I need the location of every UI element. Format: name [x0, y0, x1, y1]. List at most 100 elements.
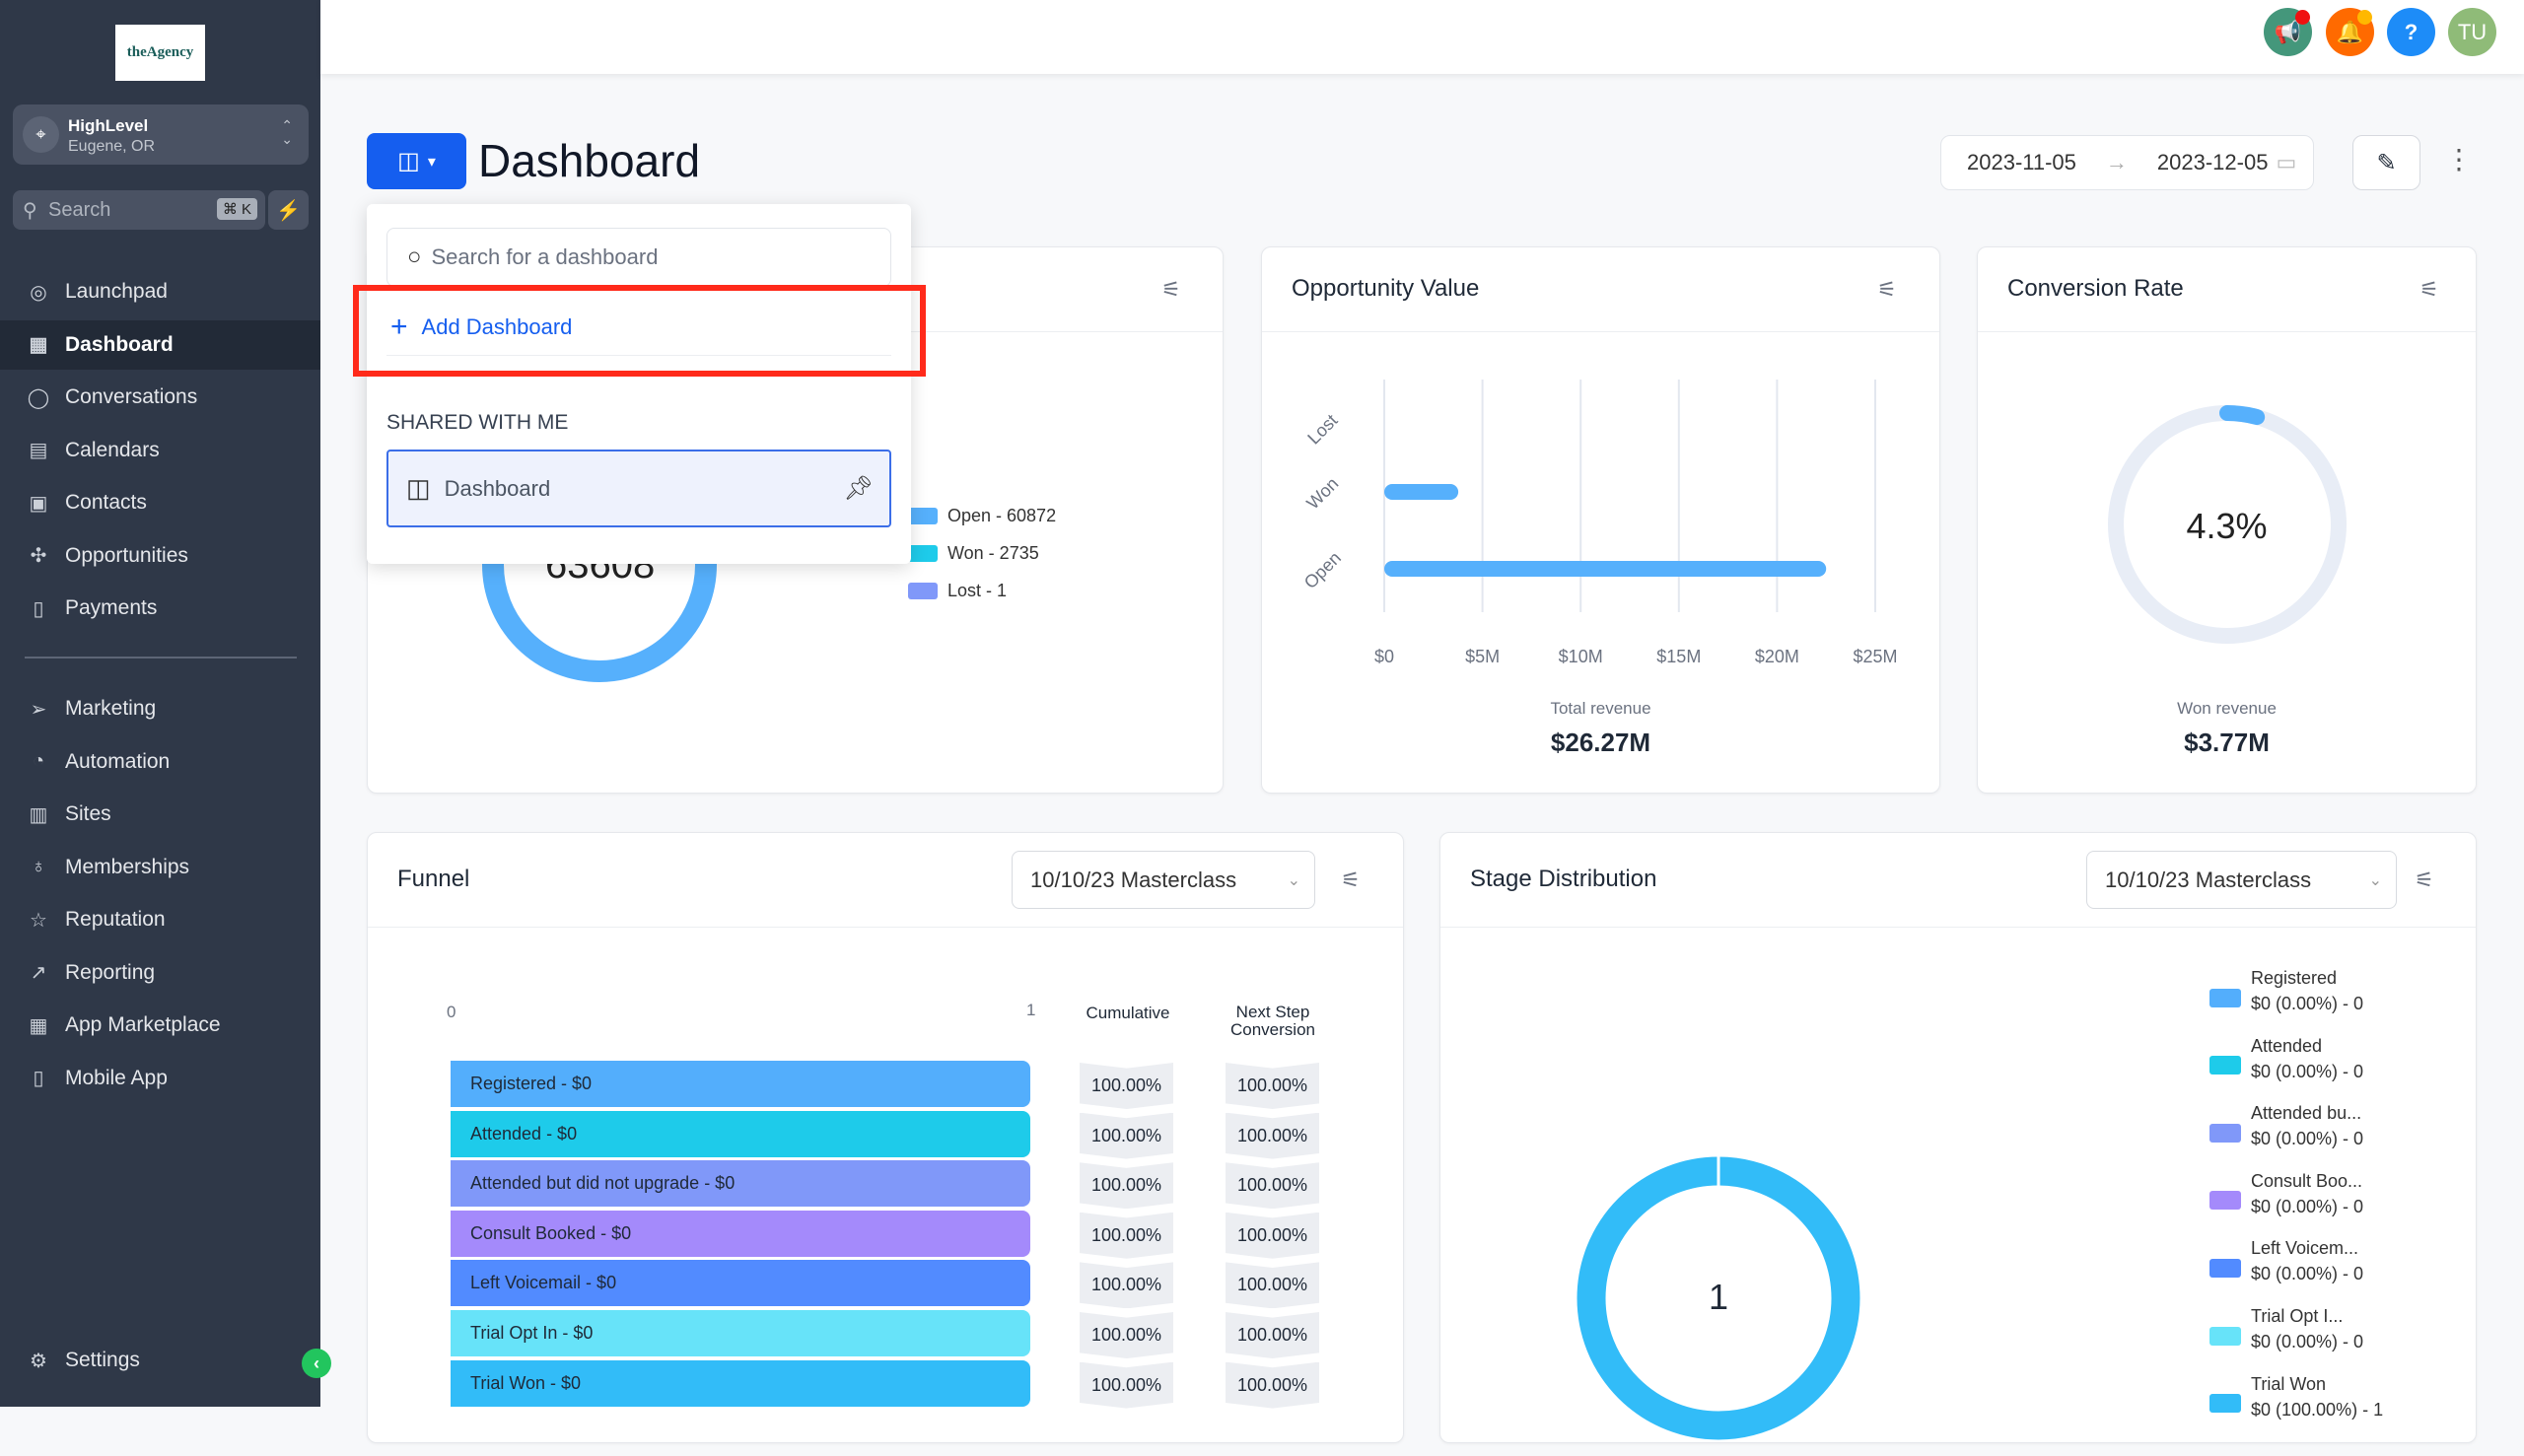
- sidebar-item-reporting[interactable]: ↗ Reporting: [0, 948, 320, 998]
- funnel-bar[interactable]: Attended - $0: [451, 1110, 1030, 1157]
- bell-icon[interactable]: 🔔: [2326, 8, 2374, 56]
- sidebar-item-label: App Marketplace: [65, 1013, 221, 1036]
- add-dashboard-button[interactable]: + Add Dashboard: [386, 303, 891, 352]
- sidebar-item-launchpad[interactable]: ◎ Launchpad: [0, 267, 320, 316]
- legend-swatch: [908, 545, 938, 562]
- sidebar-divider: [25, 657, 297, 659]
- filter-icon[interactable]: ⚟: [1161, 277, 1181, 302]
- sidebar-item-marketing[interactable]: ➢ Marketing: [0, 684, 320, 733]
- location-city: Eugene, OR: [68, 138, 156, 155]
- layout-icon: ◫: [397, 148, 420, 174]
- legend-swatch: [2209, 1326, 2241, 1346]
- avatar[interactable]: TU: [2448, 8, 2496, 56]
- legend: Open - 60872 Won - 2735 Lost - 1: [908, 506, 1056, 601]
- funnel-bar[interactable]: Left Voicemail - $0: [451, 1260, 1030, 1307]
- legend-swatch: [2209, 1123, 2241, 1143]
- filter-icon[interactable]: ⚟: [2415, 867, 2434, 892]
- funnel-bar-label: Left Voicemail - $0: [470, 1273, 617, 1293]
- sidebar-item-label: Settings: [65, 1349, 140, 1371]
- legend-name: Left Voicem...: [2251, 1238, 2359, 1259]
- funnel-select[interactable]: 10/10/23 Masterclass ⌄: [1012, 851, 1315, 909]
- star-icon: ☆: [30, 909, 47, 932]
- funnel-cumulative-value: 100.00%: [1080, 1162, 1173, 1210]
- highlight-annotation: [353, 285, 926, 377]
- pin-icon[interactable]: 📌︎: [843, 475, 874, 502]
- legend-name: Consult Boo...: [2251, 1170, 2363, 1191]
- sidebar-item-reputation[interactable]: ☆ Reputation: [0, 895, 320, 944]
- collapse-sidebar-button[interactable]: ‹: [302, 1349, 331, 1378]
- filter-icon[interactable]: ⚟: [1877, 277, 1897, 302]
- chat-icon: ◯: [27, 386, 50, 409]
- sidebar-item-settings[interactable]: ⚙ Settings: [0, 1336, 320, 1385]
- filter-icon[interactable]: ⚟: [1341, 867, 1361, 892]
- bar-open: [1384, 561, 1827, 577]
- sidebar-item-payments[interactable]: ▯ Payments: [0, 584, 320, 633]
- funnel-cumulative-value: 100.00%: [1080, 1212, 1173, 1259]
- sidebar-item-calendars[interactable]: ▤ Calendars: [0, 426, 320, 475]
- send-icon: ➢: [30, 698, 47, 721]
- sidebar-search[interactable]: ⚲ Search ⌘ K: [13, 190, 265, 230]
- dashboard-switcher-button[interactable]: ◫ ▾: [367, 133, 466, 189]
- conversion-donut: [2108, 405, 2347, 644]
- funnel-bar[interactable]: Consult Booked - $0: [451, 1210, 1030, 1257]
- sidebar-item-label: Payments: [65, 596, 158, 619]
- y-tick-label: Open: [1300, 548, 1345, 592]
- funnel-bar-label: Attended but did not upgrade - $0: [470, 1173, 736, 1194]
- logo-text: theAgency: [126, 44, 194, 60]
- date-range-picker[interactable]: 2023-11-05 → 2023-12-05 ▭: [1940, 135, 2314, 190]
- sidebar-item-memberships[interactable]: ♁ Memberships: [0, 843, 320, 892]
- dashboard-icon: ▦: [29, 334, 48, 356]
- dashboard-list-item[interactable]: ◫ Dashboard 📌︎: [386, 450, 891, 527]
- search-placeholder: Search: [48, 199, 111, 221]
- sidebar-item-conversations[interactable]: ◯ Conversations: [0, 373, 320, 422]
- card-title: Opportunity Value: [1292, 275, 1480, 302]
- sidebar-item-mobile-app[interactable]: ▯ Mobile App: [0, 1054, 320, 1103]
- legend-swatch: [2209, 1258, 2241, 1278]
- funnel-bar[interactable]: Registered - $0: [451, 1061, 1030, 1107]
- more-options-icon[interactable]: ⋮: [2445, 144, 2473, 174]
- arrow-right-icon: →: [2105, 150, 2128, 174]
- legend-name: Registered: [2251, 968, 2338, 988]
- sidebar-item-dashboard[interactable]: ▦ Dashboard: [0, 319, 320, 370]
- legend-value: $0 (0.00%) - 0: [2251, 1264, 2364, 1284]
- legend-swatch: [2209, 1394, 2241, 1414]
- sidebar-item-contacts[interactable]: ▣ Contacts: [0, 478, 320, 527]
- sidebar-item-label: Marketing: [65, 697, 157, 720]
- dashboard-search-input[interactable]: ○ Search for a dashboard: [386, 228, 891, 287]
- funnel-bar[interactable]: Attended but did not upgrade - $0: [451, 1160, 1030, 1208]
- legend-swatch: [908, 508, 938, 524]
- legend-item: Attended $0 (0.00%) - 0: [2209, 1033, 2466, 1084]
- sidebar-item-app-marketplace[interactable]: ▦ App Marketplace: [0, 1001, 320, 1050]
- x-tick-label: $25M: [1853, 647, 1897, 666]
- contacts-icon: ▣: [29, 492, 48, 515]
- legend-item: Attended bu... $0 (0.00%) - 0: [2209, 1100, 2466, 1151]
- axis-min: 0: [447, 1003, 456, 1021]
- funnel-bar[interactable]: Trial Opt In - $0: [451, 1310, 1030, 1356]
- legend-item: Consult Boo... $0 (0.00%) - 0: [2209, 1168, 2466, 1219]
- help-icon[interactable]: ?: [2387, 8, 2435, 56]
- legend-label: Lost - 1: [947, 581, 1008, 600]
- legend-label: Won - 2735: [947, 543, 1039, 563]
- search-icon: ⚲: [23, 200, 37, 222]
- legend-name: Trial Won: [2251, 1373, 2327, 1394]
- funnel-bar[interactable]: Trial Won - $0: [451, 1359, 1030, 1407]
- sidebar-item-opportunities[interactable]: ✣ Opportunities: [0, 531, 320, 581]
- chevron-updown-icon: ⌃ ⌄: [281, 117, 293, 147]
- filter-icon[interactable]: ⚟: [2419, 277, 2439, 302]
- agency-logo[interactable]: theAgency: [115, 25, 205, 81]
- pencil-icon: ✎: [2376, 149, 2397, 176]
- location-switcher[interactable]: ⌖ HighLevel Eugene, OR ⌃ ⌄: [13, 104, 309, 165]
- stage-select[interactable]: 10/10/23 Masterclass ⌄: [2086, 851, 2397, 909]
- edit-button[interactable]: ✎: [2352, 135, 2420, 190]
- summary-value: $26.27M: [1550, 728, 1651, 757]
- summary-value: $3.77M: [2184, 728, 2270, 757]
- sidebar-item-sites[interactable]: ▥ Sites: [0, 790, 320, 839]
- x-tick-label: $10M: [1559, 647, 1603, 666]
- quick-actions-bolt-icon[interactable]: ⚡: [268, 190, 309, 230]
- search-placeholder: Search for a dashboard: [431, 244, 659, 269]
- card-title: Conversion Rate: [2007, 275, 2184, 302]
- legend-value: $0 (100.00%) - 1: [2251, 1399, 2384, 1420]
- sidebar-item-automation[interactable]: ◔ Automation: [0, 737, 320, 787]
- opportunity-value-card: Opportunity Value ⚟ $0 $5M $10M $15M $20M $25…: [1261, 246, 1940, 794]
- dashboard-name: Dashboard: [444, 475, 551, 501]
